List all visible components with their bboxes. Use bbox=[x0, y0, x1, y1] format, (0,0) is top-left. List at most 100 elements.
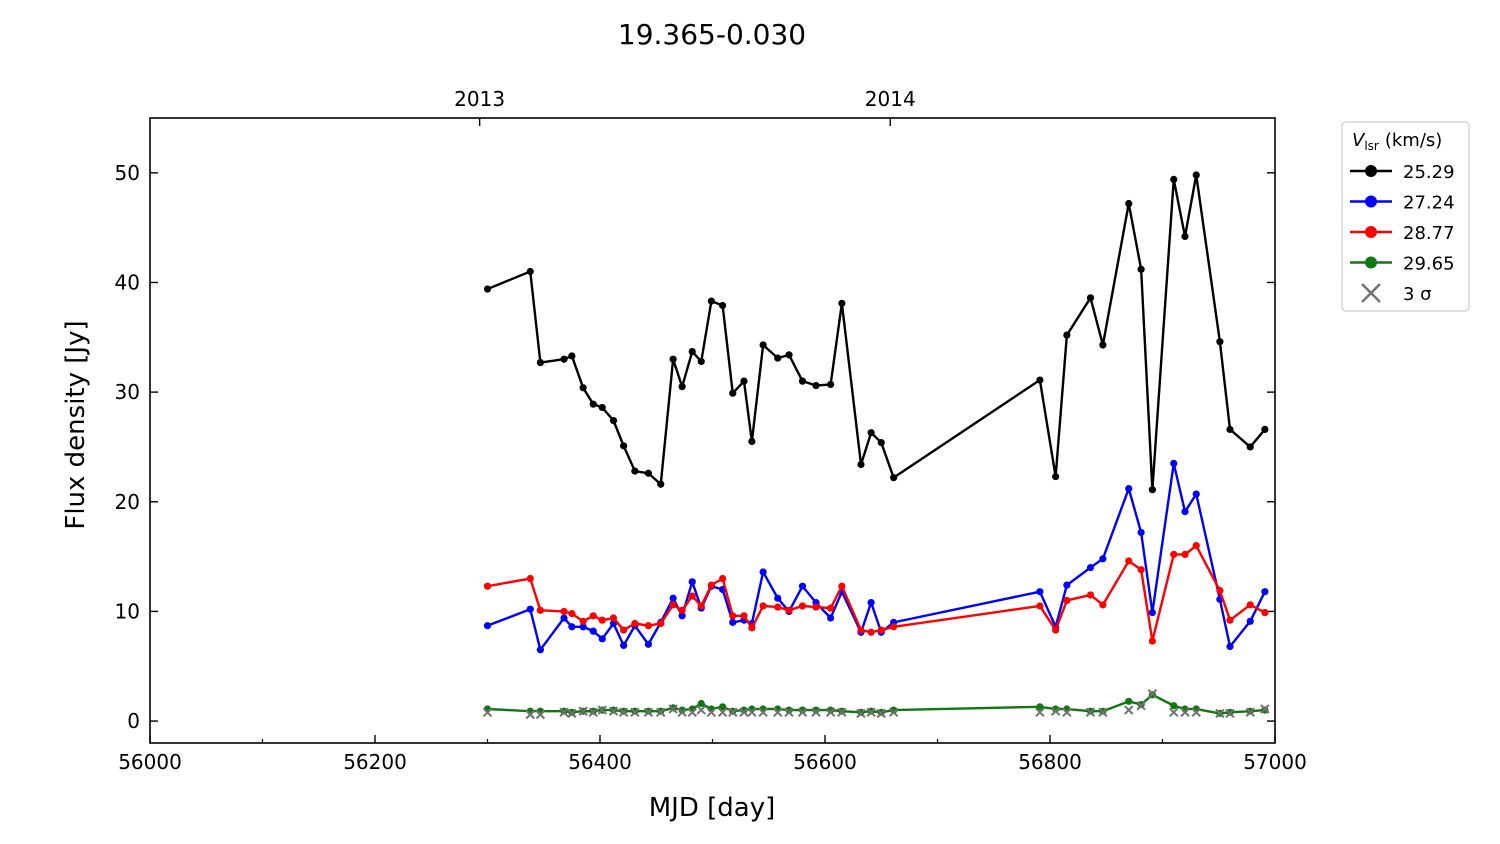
legend-entry-sigma: 3 σ bbox=[1361, 283, 1432, 305]
data-point bbox=[1036, 602, 1044, 610]
chart-title: 19.365-0.030 bbox=[618, 18, 806, 51]
data-point bbox=[729, 612, 737, 620]
sigma-marker bbox=[643, 707, 654, 718]
data-point bbox=[678, 383, 686, 391]
sigma-marker bbox=[567, 708, 577, 719]
data-point bbox=[1137, 265, 1145, 273]
data-point bbox=[1125, 485, 1133, 493]
data-point bbox=[609, 417, 618, 425]
data-point bbox=[598, 403, 606, 412]
data-point bbox=[609, 614, 618, 622]
data-point bbox=[560, 607, 568, 616]
legend-entry: 28.77 bbox=[1350, 223, 1455, 244]
data-point bbox=[669, 355, 677, 363]
sigma-marker bbox=[739, 707, 749, 718]
data-point bbox=[620, 442, 628, 450]
data-point bbox=[1148, 608, 1156, 617]
data-point bbox=[1192, 490, 1200, 498]
sigma-marker bbox=[811, 707, 821, 718]
data-point bbox=[589, 612, 597, 620]
sigma-marker bbox=[876, 708, 886, 719]
sigma-marker bbox=[717, 707, 728, 718]
data-point bbox=[1125, 199, 1133, 208]
data-point bbox=[1036, 376, 1044, 384]
legend-sigma-label: 3 σ bbox=[1403, 284, 1432, 305]
legend: Vlsr (km/s) 25.29 27.24 28.77 29.65 3 σ bbox=[1341, 121, 1470, 312]
sigma-marker bbox=[578, 706, 588, 716]
plot-area-frame bbox=[149, 117, 1276, 744]
sigma-marker bbox=[618, 707, 629, 718]
data-point bbox=[1063, 331, 1071, 339]
data-point bbox=[1192, 542, 1200, 550]
legend-marker bbox=[1365, 195, 1377, 208]
data-point bbox=[1181, 508, 1189, 516]
sigma-marker bbox=[597, 705, 607, 715]
top-axis-label: 2014 bbox=[865, 87, 916, 111]
series-line bbox=[487, 544, 1266, 643]
legend-label: 25.29 bbox=[1403, 162, 1455, 183]
data-point bbox=[719, 574, 727, 583]
data-point bbox=[697, 357, 705, 366]
data-point bbox=[1192, 171, 1200, 179]
data-point bbox=[748, 624, 756, 632]
data-point bbox=[798, 582, 807, 590]
data-point bbox=[1246, 617, 1254, 625]
data-point bbox=[707, 297, 715, 305]
data-point bbox=[598, 616, 606, 624]
data-point bbox=[827, 604, 835, 612]
data-point bbox=[1063, 596, 1071, 605]
data-point bbox=[579, 623, 587, 631]
data-point bbox=[798, 377, 807, 385]
data-point bbox=[669, 594, 677, 602]
data-point bbox=[1099, 555, 1107, 563]
data-point bbox=[1170, 175, 1178, 184]
sigma-marker bbox=[1098, 707, 1108, 718]
data-point bbox=[620, 641, 628, 650]
data-point bbox=[644, 622, 652, 630]
sigma-marker bbox=[1169, 707, 1179, 718]
data-point bbox=[774, 354, 782, 362]
data-point bbox=[644, 469, 652, 477]
data-point bbox=[857, 460, 865, 469]
three-sigma-markers bbox=[482, 688, 1270, 720]
data-point bbox=[812, 603, 820, 611]
legend-marker bbox=[1365, 256, 1377, 269]
data-point bbox=[589, 627, 597, 635]
data-point bbox=[1246, 443, 1254, 451]
data-point bbox=[1181, 232, 1189, 241]
data-point bbox=[657, 619, 665, 628]
sigma-marker bbox=[784, 707, 794, 718]
data-point bbox=[483, 582, 492, 590]
data-point bbox=[1246, 601, 1254, 609]
sigma-marker bbox=[588, 707, 598, 718]
data-point bbox=[1226, 425, 1234, 434]
legend-marker bbox=[1365, 165, 1377, 177]
sigma-marker bbox=[677, 707, 687, 718]
data-point bbox=[568, 623, 576, 631]
data-point bbox=[697, 602, 705, 610]
data-point bbox=[759, 341, 767, 349]
x-tick-label: 56000 bbox=[118, 750, 182, 774]
series-line bbox=[487, 173, 1266, 491]
sigma-marker bbox=[482, 707, 493, 718]
data-point bbox=[1086, 563, 1095, 572]
sigma-marker bbox=[758, 707, 768, 718]
data-point bbox=[1137, 528, 1145, 537]
x-tick-label: 56600 bbox=[793, 750, 857, 774]
data-point bbox=[526, 267, 534, 276]
data-point bbox=[568, 352, 576, 360]
data-point bbox=[1036, 588, 1044, 596]
data-point bbox=[1086, 591, 1095, 599]
series-28.77 bbox=[483, 542, 1269, 645]
sigma-marker bbox=[656, 707, 666, 718]
sigma-marker bbox=[1225, 708, 1235, 719]
y-tick-label: 20 bbox=[115, 490, 140, 514]
data-point bbox=[536, 358, 544, 367]
data-point bbox=[785, 606, 793, 614]
data-point bbox=[798, 602, 807, 610]
sigma-marker bbox=[706, 707, 717, 718]
data-point bbox=[1170, 702, 1178, 710]
data-point bbox=[560, 355, 568, 363]
data-point bbox=[759, 568, 767, 576]
data-point bbox=[1036, 703, 1044, 711]
